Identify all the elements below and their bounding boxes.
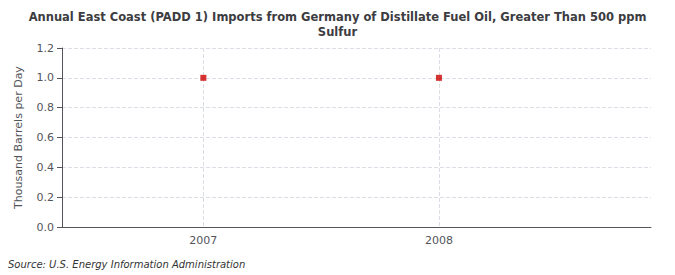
svg-text:0.0: 0.0 bbox=[37, 221, 55, 234]
svg-text:Source: U.S. Energy Informatio: Source: U.S. Energy Information Administ… bbox=[8, 259, 245, 270]
svg-text:0.6: 0.6 bbox=[37, 131, 55, 144]
svg-text:1.2: 1.2 bbox=[37, 42, 55, 55]
svg-text:Sulfur: Sulfur bbox=[318, 25, 358, 39]
svg-text:Annual East Coast (PADD 1) Imp: Annual East Coast (PADD 1) Imports from … bbox=[29, 10, 647, 24]
svg-text:0.2: 0.2 bbox=[37, 191, 55, 204]
svg-text:2007: 2007 bbox=[189, 234, 217, 247]
svg-text:0.4: 0.4 bbox=[37, 161, 55, 174]
svg-text:0.8: 0.8 bbox=[37, 101, 55, 114]
svg-text:1.0: 1.0 bbox=[37, 71, 55, 84]
svg-text:Thousand Barrels per Day: Thousand Barrels per Day bbox=[12, 66, 25, 210]
svg-text:2008: 2008 bbox=[425, 234, 453, 247]
